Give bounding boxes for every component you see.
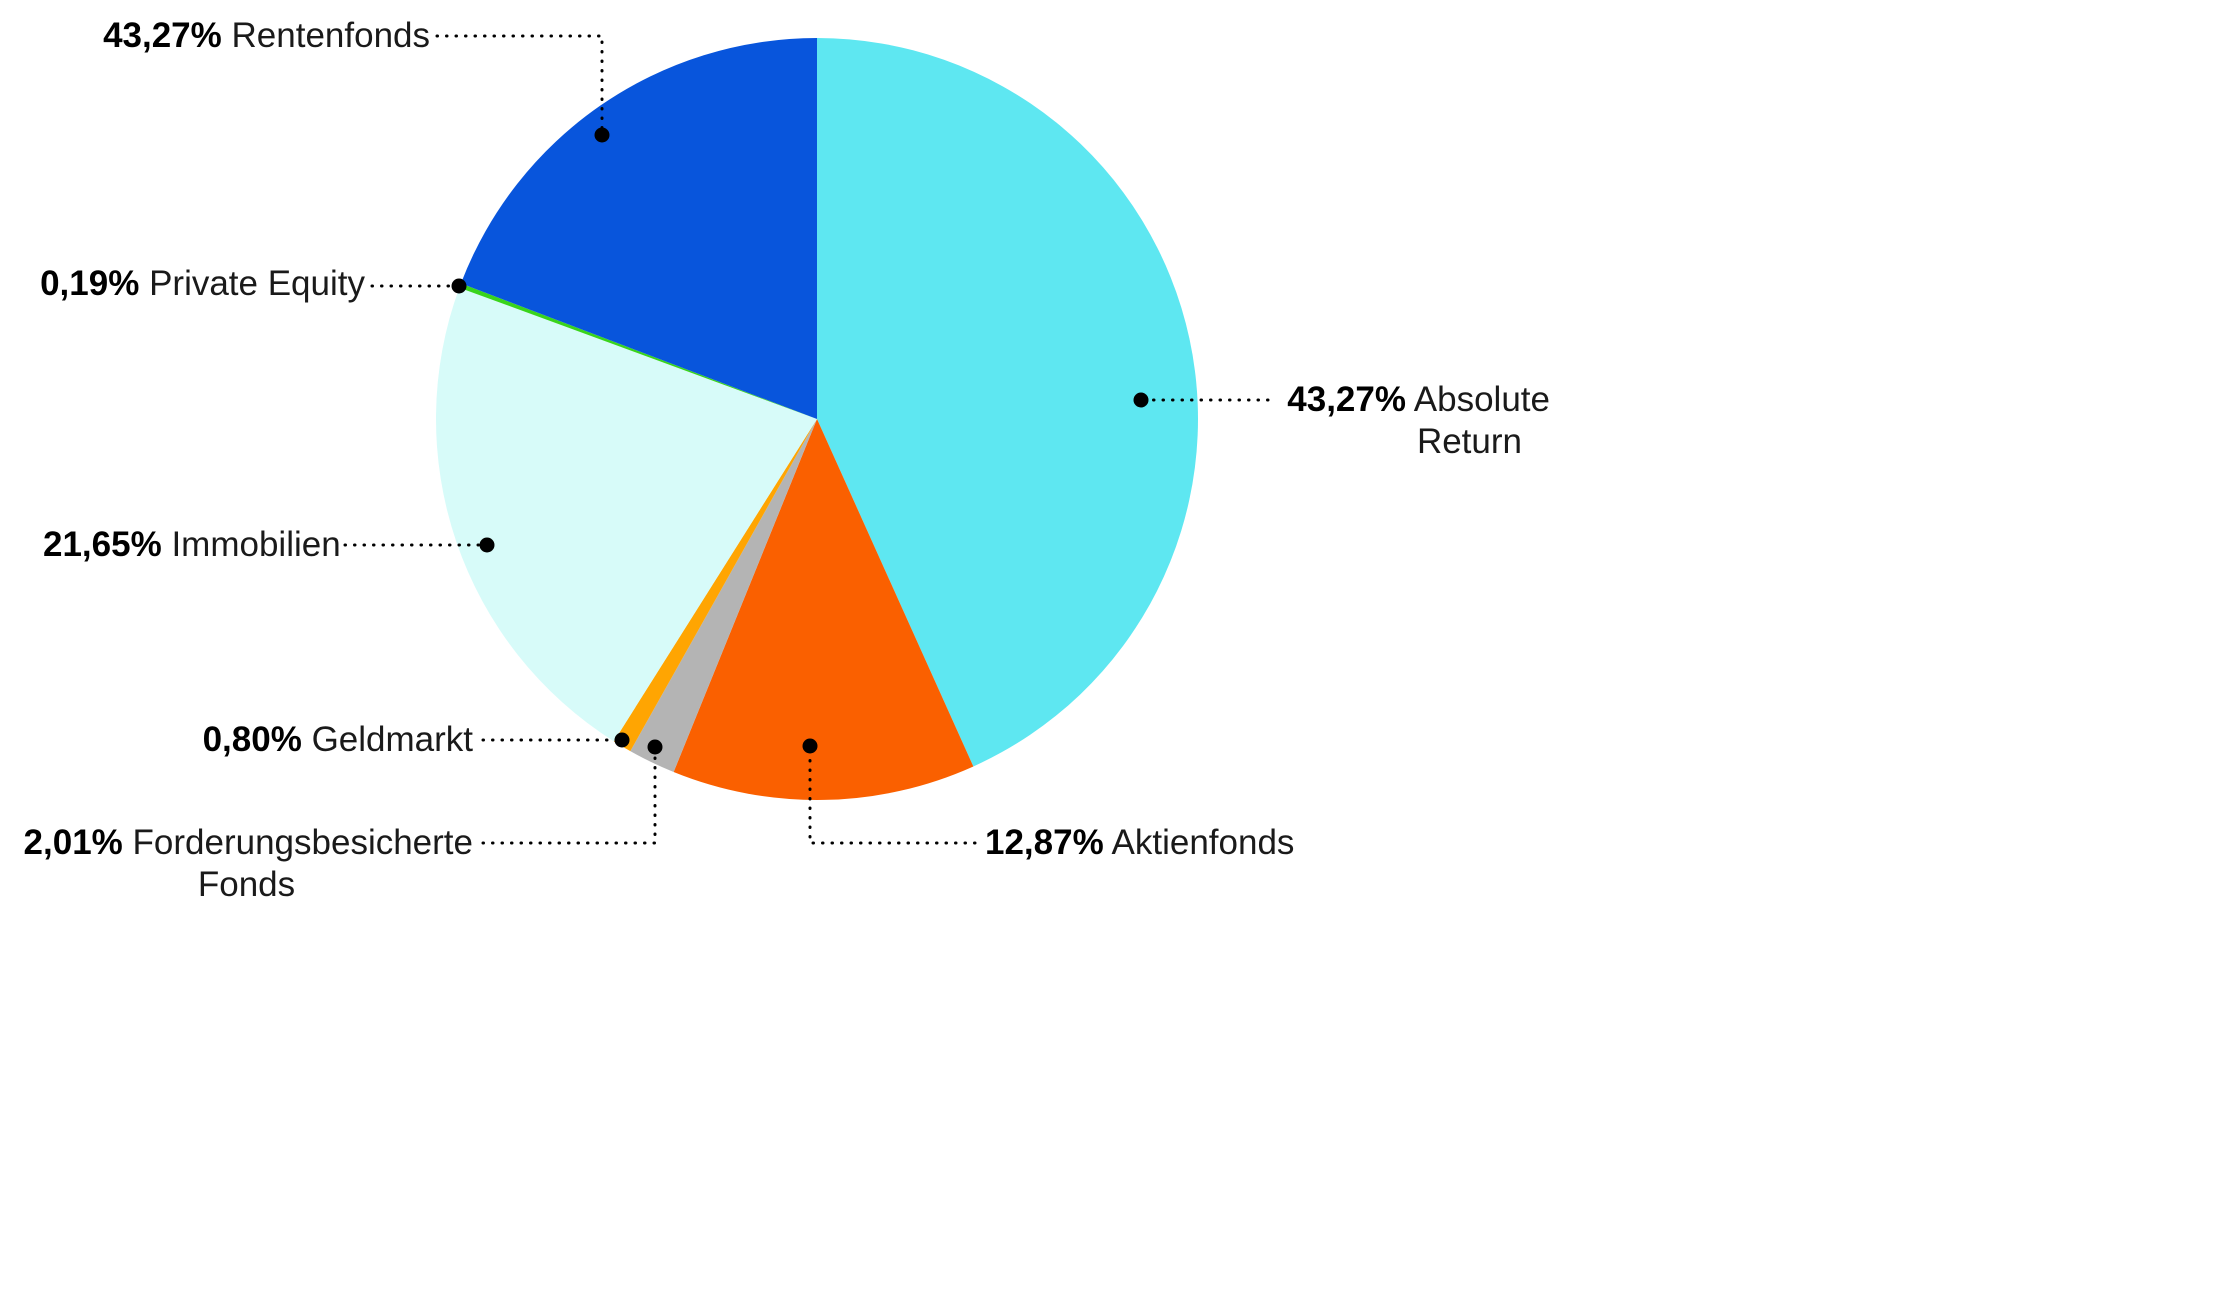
callout-immobilien: 21,65% Immobilien [43, 524, 341, 566]
pie-slice-absolute-return [817, 38, 1198, 767]
callout-private-equity: 0,19% Private Equity [40, 263, 365, 305]
leader-line-rentenfonds [435, 34, 604, 137]
pie-slice-aktienfonds [673, 419, 974, 801]
absolute-return-percent: 43,27% [1287, 380, 1406, 419]
absolute-return-name: Absolute [1413, 380, 1550, 419]
immobilien-name: Immobilien [171, 525, 341, 564]
aktienfonds-name: Aktienfonds [1111, 823, 1295, 862]
aktienfonds-percent: 12,87% [985, 823, 1104, 862]
forderungsbesicherte-line1: 2,01% Forderungsbesicherte [20, 822, 473, 864]
callout-absolute-return: 43,27% Absolute Return [1278, 379, 1550, 463]
geldmarkt-name: Geldmarkt [311, 720, 473, 759]
callout-forderungsbesicherte-fonds: 2,01% Forderungsbesicherte Fonds [20, 822, 473, 906]
anchor-dot-geldmarkt [614, 732, 630, 748]
anchor-dot-rentenfonds [594, 127, 610, 143]
anchor-dot-forderungsbesicherte-fonds [647, 739, 663, 755]
private-equity-name: Private Equity [149, 264, 365, 303]
callout-aktienfonds: 12,87% Aktienfonds [985, 822, 1325, 864]
pie-slice-immobilien [435, 287, 817, 742]
rentenfonds-name: Rentenfonds [231, 16, 430, 55]
anchor-dot-absolute-return [1133, 392, 1149, 408]
leader-line-aktienfonds [808, 744, 977, 845]
pie-slice-forderungsbesicherte-fonds [630, 419, 817, 772]
callout-geldmarkt: 0,80% Geldmarkt [190, 719, 473, 761]
anchor-dot-immobilien [479, 537, 495, 553]
absolute-return-line2: Return [1416, 422, 1522, 461]
absolute-return-line1: 43,27% Absolute [1278, 379, 1550, 421]
pie-slice-rentenfonds [460, 38, 817, 419]
rentenfonds-percent: 43,27% [103, 16, 222, 55]
pie-slice-geldmarkt [613, 419, 817, 752]
immobilien-percent: 21,65% [43, 525, 162, 564]
anchor-dot-private-equity [451, 278, 467, 294]
forderungsbesicherte-line2: Fonds [197, 865, 296, 904]
leader-line-forderungsbesicherte-fonds [481, 745, 657, 845]
anchor-dot-aktienfonds [802, 738, 818, 754]
callout-rentenfonds: 43,27% Rentenfonds [80, 15, 430, 57]
pie-slice-private-equity [459, 283, 817, 419]
geldmarkt-percent: 0,80% [202, 720, 302, 759]
forderungsbesicherte-name: Forderungsbesicherte [132, 823, 473, 862]
private-equity-percent: 0,19% [40, 264, 140, 303]
forderungsbesicherte-percent: 2,01% [23, 823, 123, 862]
